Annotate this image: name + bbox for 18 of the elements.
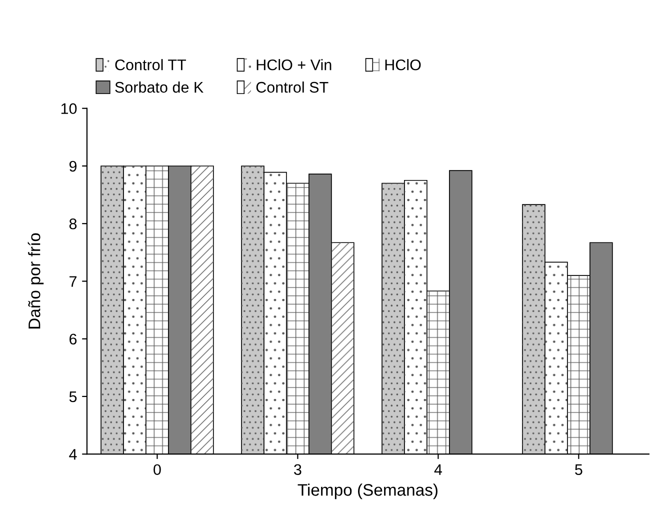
- legend-label: HClO + Vin: [256, 59, 332, 70]
- y-axis-title: Daño por frío: [28, 233, 44, 328]
- y-tick-label: 9: [69, 160, 77, 172]
- x-axis-title: Tiempo (Semanas): [298, 484, 438, 500]
- y-tick-label: 4: [69, 449, 77, 460]
- legend-label: Control TT: [115, 59, 186, 70]
- y-tick-label: 6: [70, 334, 77, 345]
- legend-label: HClO: [385, 59, 421, 70]
- y-tick-label: 10: [61, 103, 77, 114]
- x-tick-label: 3: [294, 464, 302, 476]
- x-tick-label: 5: [575, 464, 582, 476]
- x-tick-label: 0: [154, 464, 161, 476]
- x-tick-label: 4: [434, 464, 442, 475]
- legend-label: Control ST: [256, 81, 328, 93]
- legend-label: Sorbato de K: [115, 81, 204, 93]
- y-tick-label: 8: [69, 218, 77, 230]
- y-tick-label: 5: [69, 391, 77, 402]
- y-tick-label: 7: [70, 276, 76, 287]
